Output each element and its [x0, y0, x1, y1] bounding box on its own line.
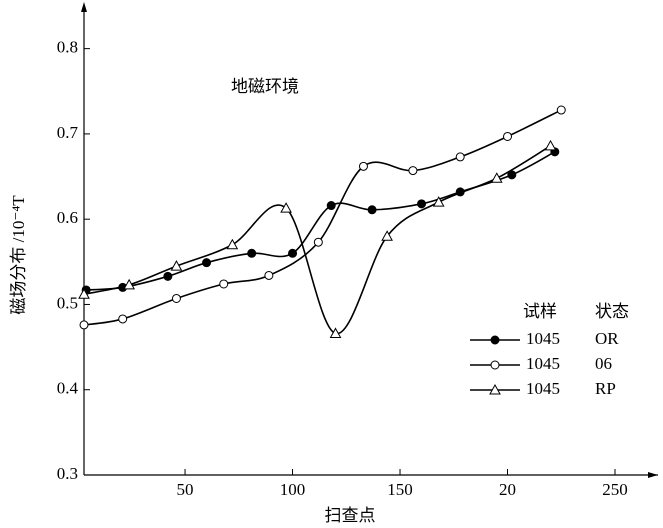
x-tick-label: 50 — [177, 480, 194, 499]
marker — [264, 270, 274, 280]
y-axis-arrow — [81, 2, 87, 12]
marker — [455, 152, 465, 162]
marker — [544, 139, 557, 151]
marker — [556, 105, 566, 115]
marker — [171, 293, 181, 303]
marker — [170, 260, 183, 271]
series-line — [83, 145, 551, 335]
legend-marker — [489, 383, 501, 395]
y-axis-label: 磁场分布 /10⁻⁴T — [9, 195, 28, 315]
marker — [219, 279, 229, 289]
x-axis-label: 扫查点 — [325, 506, 376, 525]
marker — [408, 166, 418, 176]
legend-label: OR — [595, 329, 619, 348]
x-tick-label: 100 — [280, 480, 306, 499]
legend-marker — [490, 335, 500, 345]
legend-marker — [490, 360, 500, 370]
x-tick-label: 150 — [387, 480, 413, 499]
y-tick-label: 0.7 — [57, 123, 79, 142]
x-axis-arrow — [648, 472, 658, 478]
marker — [326, 201, 336, 211]
marker — [78, 288, 90, 299]
marker — [163, 271, 173, 281]
legend-header: 状态 — [595, 302, 629, 321]
marker — [367, 205, 377, 215]
marker — [507, 170, 517, 180]
marker — [490, 172, 503, 183]
marker — [313, 237, 323, 247]
legend-header: 试样 — [523, 302, 557, 321]
marker — [503, 131, 513, 141]
marker — [329, 327, 342, 338]
legend-label: 06 — [595, 354, 612, 373]
marker — [79, 320, 89, 330]
legend-sample: 1045 — [526, 379, 560, 398]
marker — [247, 248, 257, 258]
y-tick-label: 0.3 — [57, 464, 78, 483]
legend-sample: 1045 — [526, 329, 560, 348]
y-tick-label: 0.5 — [57, 293, 78, 312]
annotation: 地磁环境 — [231, 77, 299, 96]
series-line — [86, 151, 556, 291]
legend-sample: 1045 — [526, 354, 560, 373]
marker — [381, 230, 393, 241]
marker — [202, 258, 212, 268]
legend-label: RP — [595, 379, 616, 398]
marker — [280, 202, 292, 213]
x-tick-label: 250 — [602, 480, 628, 499]
y-tick-label: 0.8 — [57, 38, 78, 57]
marker — [432, 196, 445, 207]
marker — [417, 199, 427, 209]
marker — [123, 278, 135, 290]
marker — [118, 314, 128, 324]
marker — [288, 248, 298, 258]
y-tick-label: 0.4 — [57, 379, 79, 398]
series-line — [83, 109, 562, 326]
x-tick-label: 20 — [499, 480, 516, 499]
marker — [226, 238, 239, 250]
y-tick-label: 0.6 — [57, 208, 78, 227]
marker — [358, 161, 368, 171]
